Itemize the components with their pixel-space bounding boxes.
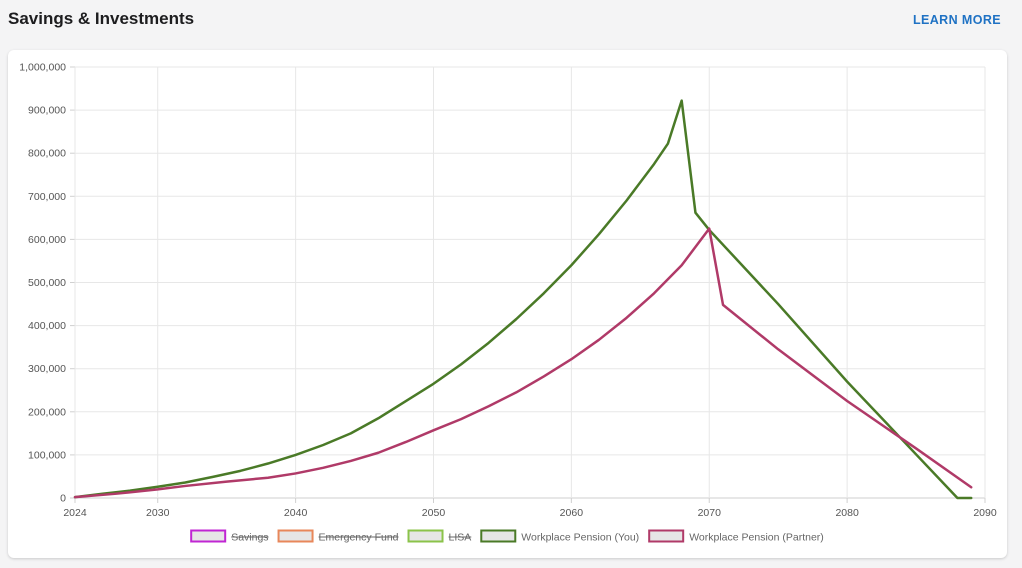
y-tick-label: 100,000 (28, 449, 66, 461)
legend-swatch (190, 529, 227, 543)
x-tick-label: 2090 (973, 507, 997, 519)
y-tick-label: 0 (60, 493, 66, 505)
y-tick-label: 1,000,000 (19, 62, 66, 74)
y-tick-label: 500,000 (28, 277, 66, 289)
legend-swatch (480, 529, 517, 543)
legend-swatch (277, 529, 314, 543)
legend-swatch (648, 529, 685, 543)
chart-card: 0 100,000 200,000 300,000 400,000 500,000 600,… (8, 50, 1007, 558)
series-line-workplace-pension-you (73, 99, 973, 500)
learn-more-link[interactable]: LEARN MORE (912, 13, 1001, 27)
page-header: Savings & Investments LEARN MORE (0, 0, 1022, 44)
y-tick-label: 400,000 (28, 320, 66, 332)
legend-swatch (407, 529, 444, 543)
x-tick-label: 2070 (698, 507, 722, 519)
y-tick-label: 900,000 (28, 105, 66, 117)
y-tick-label: 600,000 (28, 234, 66, 246)
legend-label: Workplace Pension (Partner) (689, 532, 824, 544)
legend-item-savings[interactable]: Savings (190, 529, 269, 544)
legend-item-workplace-pension-partner[interactable]: Workplace Pension (Partner) (648, 529, 824, 544)
x-tick-label: 2030 (146, 507, 170, 519)
x-tick-label: 2050 (422, 507, 446, 519)
x-tick-label: 2040 (284, 507, 308, 519)
x-tick-label: 2024 (63, 507, 87, 519)
savings-line-chart: 0 100,000 200,000 300,000 400,000 500,000 600,… (19, 62, 997, 544)
y-tick-label: 700,000 (28, 191, 66, 203)
y-tick-label: 800,000 (28, 148, 66, 160)
y-tick-label: 200,000 (28, 406, 66, 418)
x-tick-label: 2060 (560, 507, 584, 519)
x-tick-label: 2080 (835, 507, 859, 519)
y-tick-label: 300,000 (28, 363, 66, 375)
series-line-workplace-pension-partner (73, 227, 973, 499)
legend-label: Workplace Pension (You) (521, 532, 639, 544)
legend-item-workplace-pension-you[interactable]: Workplace Pension (You) (480, 529, 639, 544)
legend-item-lisa[interactable]: LISA (407, 529, 472, 544)
legend-item-emergency-fund[interactable]: Emergency Fund (277, 529, 399, 544)
page-title: Savings & Investments (8, 9, 195, 28)
